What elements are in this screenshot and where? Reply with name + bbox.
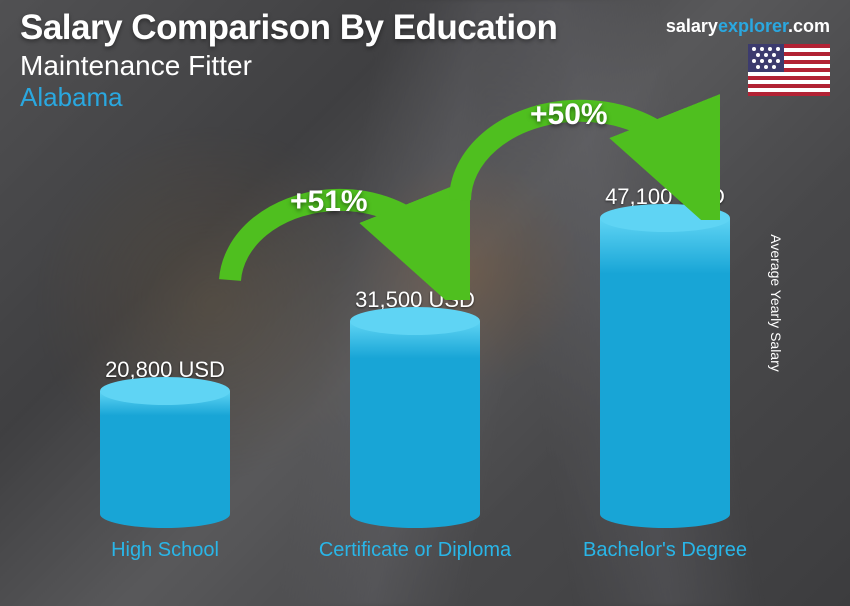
chart-location: Alabama [20,82,830,113]
bar-category-label: Certificate or Diploma [319,538,511,586]
bar-3d [350,321,480,528]
bar-front-face [100,391,230,528]
bar-category-label: High School [111,538,219,586]
bar-group: 31,500 USD Certificate or Diploma [315,287,515,586]
bar-category-label: Bachelor's Degree [583,538,747,586]
bar-group: 20,800 USD High School [65,357,265,586]
chart-subtitle: Maintenance Fitter [20,50,830,82]
branding-text: salaryexplorer.com [666,16,830,37]
bar-front-face [350,321,480,528]
bar-top-ellipse [350,307,480,335]
bar-front-face [600,218,730,528]
bar-group: 47,100 USD Bachelor's Degree [565,184,765,586]
bar-top-ellipse [600,204,730,232]
bar-top-ellipse [100,377,230,405]
bar-3d [600,218,730,528]
bar-3d [100,391,230,528]
flag-canton [748,44,784,72]
branding-prefix: salary [666,16,718,36]
us-flag-icon [748,44,830,96]
bar-chart: 20,800 USD High School 31,500 USD Certif… [40,160,790,586]
branding-suffix: .com [788,16,830,36]
branding-mid: explorer [718,16,788,36]
